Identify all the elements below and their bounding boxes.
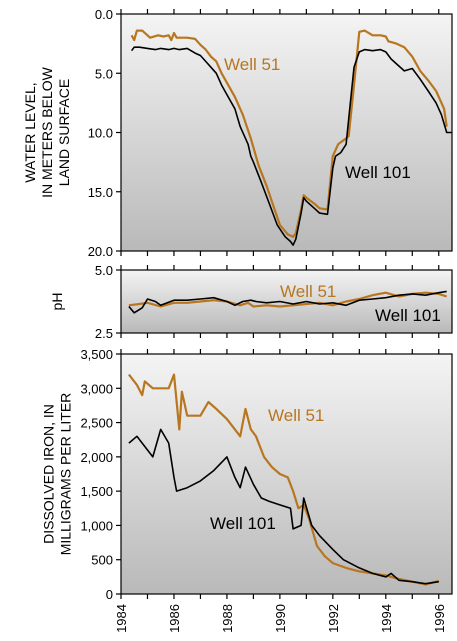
panel-3-plot-area	[120, 353, 453, 595]
panel-3-ytick-label: 3,500	[80, 347, 113, 362]
panel2-well51-label: Well 51	[280, 282, 336, 301]
panel-3-ytick-label: 1,000	[80, 518, 113, 533]
xtick-label: 1986	[167, 604, 182, 633]
panel3-well51-label: Well 51	[268, 406, 324, 425]
panel-1-axis-title: IN METERS BELOW	[39, 66, 55, 197]
panel-1-ytick-label: 20.0	[88, 244, 113, 259]
panel-3-well-101-line	[128, 428, 439, 585]
panel1-well51-label: Well 51	[224, 55, 280, 74]
panel-1-axis-title: WATER LEVEL,	[22, 82, 38, 182]
xtick-label: 1990	[273, 604, 288, 633]
panel-2-ytick-label: 5.0	[95, 263, 113, 278]
panel-1-ytick-label: 0.0	[95, 7, 113, 22]
panel2-well101-label: Well 101	[375, 306, 441, 325]
panel-3-axis-title: DISSOLVED IRON, IN	[41, 404, 57, 544]
panel-3-ytick-label: 500	[91, 553, 113, 568]
panel-1-ytick-label: 15.0	[88, 185, 113, 200]
panel-2-plot-area	[120, 269, 453, 334]
panel-1-ytick-label: 10.0	[88, 126, 113, 141]
panel-1-ytick-label: 5.0	[95, 66, 113, 81]
panel-3-ytick-label: 2,500	[80, 416, 113, 431]
panel-2-well-101-line	[128, 290, 447, 314]
xtick-label: 1994	[379, 604, 394, 633]
xtick-label: 1988	[220, 604, 235, 633]
panel-2-ytick-label: 2.5	[95, 326, 113, 341]
panel-3-well-51-line	[128, 373, 440, 586]
panel-2-axis-title: pH	[49, 293, 65, 311]
xtick-label: 1992	[326, 604, 341, 633]
panel-3-ytick-label: 2,000	[80, 450, 113, 465]
panel-1-well-101-line	[130, 46, 452, 246]
panel-1-well-51-line	[130, 29, 448, 238]
panel-3-axis-title: MILLIGRAMS PER LITER	[58, 393, 74, 556]
xtick-label: 1984	[114, 604, 129, 633]
panel-1-axis-title: LAND SURFACE	[56, 79, 72, 186]
panel-3-ytick-label: 1,500	[80, 484, 113, 499]
panel-1-plot-area	[120, 13, 453, 252]
panel3-well101-label: Well 101	[210, 514, 276, 533]
panel1-well101-label: Well 101	[345, 163, 411, 182]
panel-3-ytick-label: 0	[106, 587, 113, 602]
xtick-label: 1996	[432, 604, 447, 633]
panel-3-ytick-label: 3,000	[80, 381, 113, 396]
